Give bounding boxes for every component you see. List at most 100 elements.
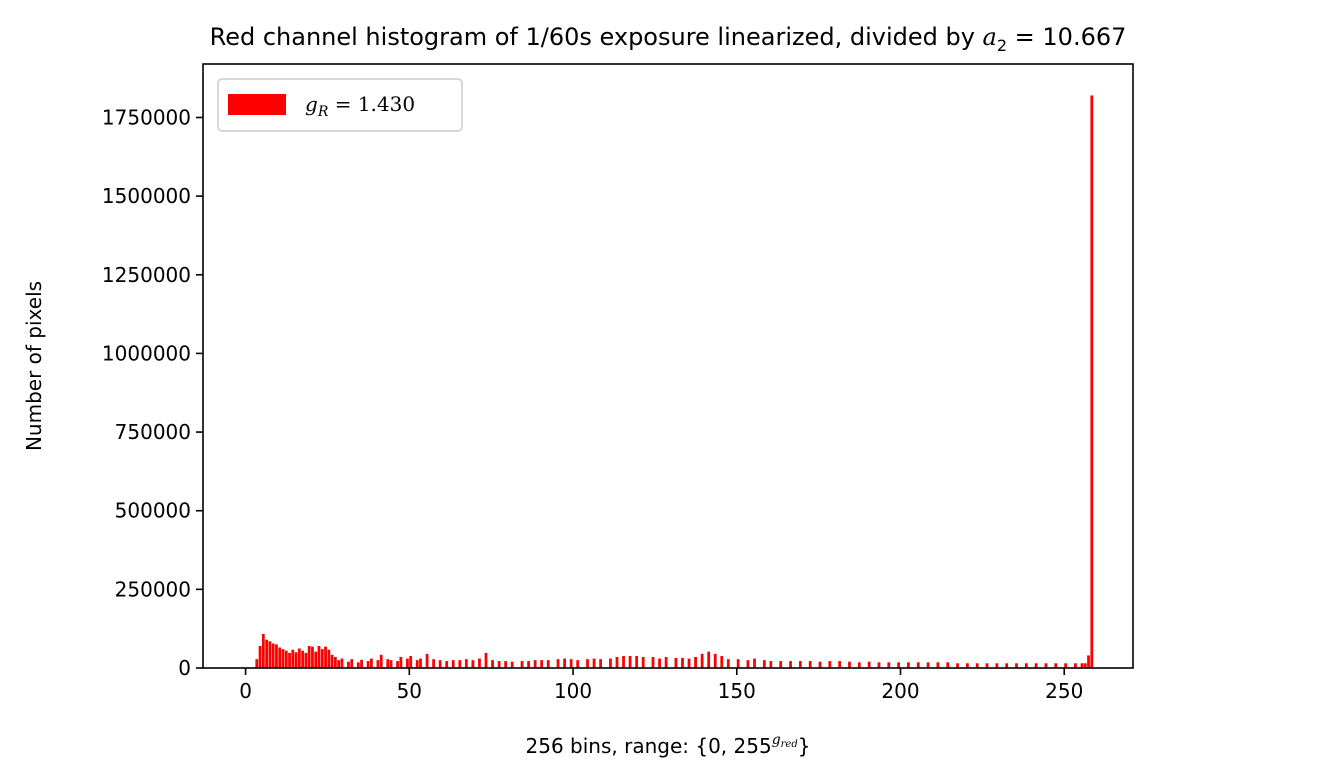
histogram-bar — [641, 656, 645, 668]
histogram-bar — [946, 662, 950, 668]
histogram-bar — [347, 661, 350, 668]
histogram-bars — [255, 95, 1094, 669]
histogram-bar — [389, 660, 393, 668]
histogram-bar — [327, 649, 331, 668]
histogram-bar — [1064, 663, 1068, 668]
histogram-bar — [664, 656, 668, 668]
histogram-bar — [965, 663, 969, 668]
x-tick-label: 250 — [1045, 679, 1083, 703]
histogram-bar — [527, 661, 530, 668]
legend: gR = 1.430 — [217, 78, 463, 132]
histogram-bar — [478, 658, 481, 668]
chart-title: Red channel histogram of 1/60s exposure … — [210, 23, 1127, 55]
y-axis-label: Number of pixels — [22, 281, 46, 451]
plot-frame — [202, 63, 1134, 669]
histogram-bar — [609, 658, 612, 668]
histogram-bar — [438, 660, 442, 668]
histogram-bar — [615, 656, 619, 668]
histogram-bar — [432, 659, 436, 668]
x-tick-label: 100 — [554, 679, 592, 703]
histogram-bar — [877, 662, 881, 668]
histogram-bar — [1080, 663, 1084, 668]
histogram-bar — [510, 661, 514, 668]
histogram-bar — [370, 658, 373, 668]
histogram-bar — [975, 663, 979, 668]
histogram-bar — [746, 660, 750, 668]
histogram-bar — [857, 662, 861, 668]
histogram-bar — [281, 649, 285, 669]
histogram-bar — [1090, 95, 1094, 668]
histogram-bar — [936, 662, 940, 668]
x-tick-label: 0 — [239, 679, 252, 703]
histogram-bar — [360, 659, 363, 668]
histogram-bar — [275, 644, 278, 668]
histogram-bar — [288, 652, 291, 668]
histogram-bar — [419, 658, 422, 668]
histogram-bar — [808, 661, 812, 668]
histogram-bar — [769, 661, 773, 668]
histogram-bar — [317, 645, 321, 668]
histogram-bar — [1024, 663, 1028, 668]
histogram-bar — [333, 656, 337, 668]
histogram-bar — [294, 652, 298, 668]
x-tick-label: 200 — [881, 679, 919, 703]
histogram-bar — [592, 658, 596, 668]
histogram-bar — [563, 658, 566, 668]
histogram-bar — [366, 661, 370, 668]
histogram-bar — [415, 660, 419, 668]
histogram-bar — [340, 658, 344, 668]
histogram-bar — [907, 662, 910, 668]
histogram-bar — [674, 657, 678, 668]
histogram-bar — [556, 659, 560, 668]
histogram-bar — [320, 649, 324, 669]
y-axis-ticks: 0 250000 500000 750000 1000000 1250000 1500000… — [102, 105, 203, 680]
histogram-bar — [533, 660, 537, 668]
histogram-bar — [658, 658, 661, 668]
legend-box — [217, 78, 463, 132]
histogram-bar — [1034, 663, 1038, 668]
histogram-bar — [271, 643, 275, 668]
histogram-bar — [484, 652, 488, 668]
histogram-bar — [337, 660, 341, 668]
histogram-bar — [278, 647, 282, 668]
histogram-bar — [1087, 655, 1090, 668]
histogram-bar — [265, 639, 268, 668]
histogram-bar — [464, 659, 468, 668]
histogram-bar — [520, 661, 524, 668]
histogram-bar — [304, 652, 308, 668]
histogram-bar — [995, 663, 999, 668]
histogram-bar — [1015, 663, 1018, 668]
histogram-bar — [425, 653, 429, 668]
histogram-bar — [268, 641, 272, 668]
histogram-bar — [491, 660, 494, 668]
x-axis-label: 256 bins, range: {0, 255gred} — [526, 732, 811, 758]
x-tick-label: 50 — [397, 679, 422, 703]
histogram-bar — [635, 656, 639, 668]
histogram-bar — [926, 662, 930, 668]
y-tick-label: 0 — [178, 656, 191, 680]
histogram-bar — [576, 660, 580, 668]
histogram-bar — [406, 658, 409, 668]
histogram-bar — [284, 650, 288, 668]
y-tick-label: 500000 — [115, 499, 191, 523]
histogram-bar — [599, 659, 603, 668]
histogram-bar — [694, 656, 697, 668]
histogram-bar — [828, 661, 832, 668]
histogram-bar — [779, 661, 783, 668]
histogram-bar — [301, 650, 305, 668]
histogram-bar — [504, 661, 508, 668]
histogram-bar — [956, 663, 959, 668]
histogram-bar — [1083, 663, 1087, 668]
histogram-bar — [350, 659, 354, 668]
histogram-bar — [261, 634, 265, 668]
histogram-bar — [628, 656, 632, 668]
histogram-bar — [396, 661, 399, 668]
histogram-bar — [707, 651, 711, 668]
histogram-bar — [916, 662, 920, 668]
y-tick-label: 750000 — [115, 420, 191, 444]
histogram-bar — [848, 661, 851, 668]
histogram-bar — [651, 656, 655, 668]
histogram-bar — [497, 661, 501, 668]
x-axis-ticks: 0 50 100 150 200 250 — [239, 668, 1083, 703]
